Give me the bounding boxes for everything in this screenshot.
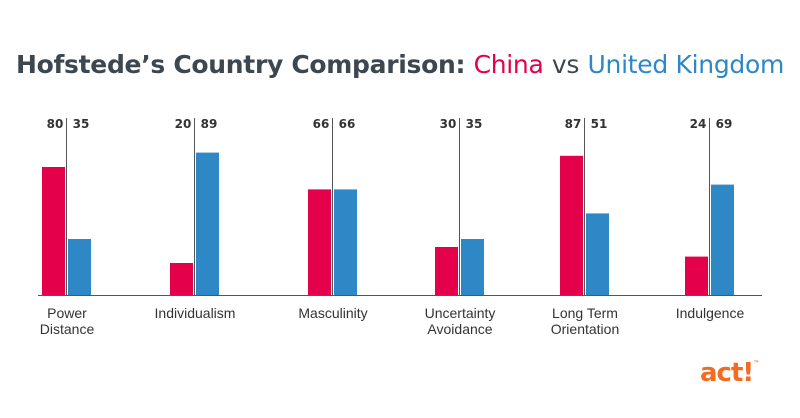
- data-label-china: 30: [440, 117, 457, 131]
- bar-uk: [461, 239, 484, 295]
- category-label: Masculinity: [298, 305, 367, 321]
- data-label-uk: 66: [339, 117, 356, 131]
- category-label: Indulgence: [676, 305, 745, 321]
- data-label-china: 87: [565, 117, 582, 131]
- bar-china: [308, 189, 331, 295]
- category-label: Uncertainty: [425, 305, 496, 321]
- data-label-china: 80: [47, 117, 64, 131]
- bar-uk: [68, 239, 91, 295]
- bar-china: [42, 167, 65, 295]
- data-label-uk: 35: [73, 117, 90, 131]
- bar-china: [560, 155, 583, 295]
- category-label: Power: [47, 305, 87, 321]
- chart-title: Hofstede’s Country Comparison: China vs …: [0, 50, 800, 79]
- title-main: Hofstede’s Country Comparison:: [15, 50, 466, 79]
- bar-china: [435, 247, 458, 295]
- data-label-china: 24: [690, 117, 707, 131]
- category-label: Long Term: [552, 305, 618, 321]
- category-label: Avoidance: [427, 321, 492, 337]
- title-series-uk: United Kingdom: [587, 50, 785, 79]
- bar-china: [170, 263, 193, 295]
- act-logo: act!™: [700, 358, 759, 388]
- bar-china: [685, 256, 708, 295]
- data-label-uk: 89: [201, 117, 218, 131]
- data-label-uk: 69: [716, 117, 733, 131]
- title-series-china: China: [473, 50, 544, 79]
- data-label-uk: 51: [591, 117, 608, 131]
- bar-uk: [586, 213, 609, 295]
- data-label-china: 66: [313, 117, 330, 131]
- bar-uk: [711, 184, 734, 295]
- logo-trademark: ™: [753, 360, 760, 367]
- logo-text: act!: [700, 358, 754, 388]
- bar-uk: [334, 189, 357, 295]
- category-label: Distance: [40, 321, 95, 337]
- category-label: Orientation: [551, 321, 619, 337]
- data-label-china: 20: [175, 117, 192, 131]
- title-joiner: vs: [551, 50, 580, 79]
- bar-uk: [196, 152, 219, 295]
- category-label: Individualism: [155, 305, 236, 321]
- data-label-uk: 35: [466, 117, 483, 131]
